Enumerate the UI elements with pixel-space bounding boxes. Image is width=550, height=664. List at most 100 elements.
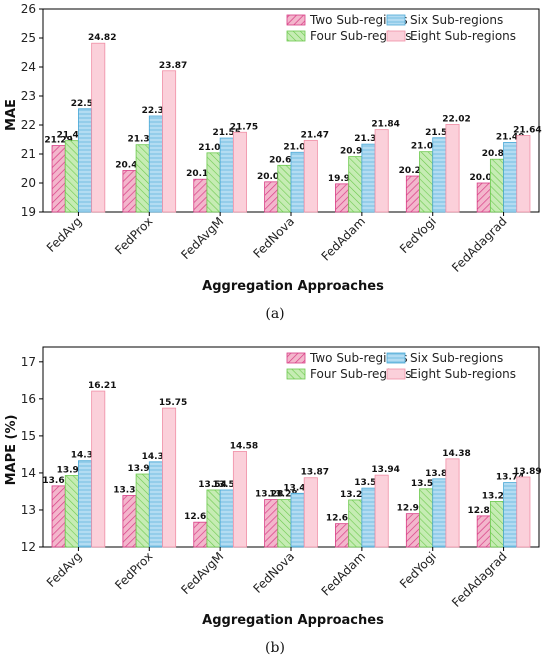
bar-eight-sub-regions [303, 139, 318, 213]
bar-two-sub-regions [122, 170, 137, 213]
legend-label: Two Sub-regions [309, 351, 408, 365]
data-label: 21.64 [513, 125, 541, 135]
data-label: 14.38 [442, 449, 470, 459]
legend-label: Eight Sub-regions [410, 367, 516, 381]
y-tick-label: 16 [21, 392, 36, 406]
legend: Two Sub-regions Four Sub-regions Six Sub-r… [286, 13, 516, 43]
data-label: 20.43 [115, 161, 143, 171]
bar-eight-sub-regions [91, 390, 106, 548]
bar-two-sub-regions [264, 499, 279, 548]
chart-a-caption: (a) [265, 306, 284, 322]
bar-six-sub-regions [219, 137, 234, 213]
y-tick-label: 13 [21, 503, 36, 517]
data-label: 13.45 [283, 483, 311, 493]
y-tick-label: 15 [21, 429, 36, 443]
y-tick-label: 25 [21, 31, 36, 45]
data-label: 20.91 [340, 147, 368, 157]
data-label: 14.30 [142, 452, 170, 462]
chart-b-ylabel: MAPE (%) [4, 415, 19, 486]
x-tick-label: FedNova [250, 214, 297, 261]
legend-label: Eight Sub-regions [410, 29, 516, 43]
bar-six-sub-regions [78, 460, 93, 548]
bar-eight-sub-regions [232, 451, 247, 548]
legend-swatch [386, 368, 406, 380]
legend-swatch [386, 352, 406, 364]
legend-swatch [286, 14, 306, 26]
x-tick-label: FedProx [112, 549, 155, 592]
x-tick-label: FedAdam [319, 214, 368, 263]
data-label: 12.63 [326, 514, 354, 524]
data-label: 12.67 [184, 512, 212, 522]
data-label: 21.56 [425, 128, 453, 138]
bar-four-sub-regions [135, 473, 150, 548]
legend-label: Four Sub-regions [310, 29, 412, 43]
x-tick-label: FedAdam [319, 549, 368, 598]
bar-two-sub-regions [51, 485, 66, 548]
data-label: 21.06 [283, 142, 311, 152]
data-label: 13.28 [255, 490, 283, 500]
data-label: 20.13 [186, 169, 214, 179]
data-label: 22.56 [71, 99, 99, 109]
legend-label: Two Sub-regions [309, 13, 408, 27]
data-label: 13.84 [425, 469, 453, 479]
legend-swatch [286, 368, 306, 380]
bar-eight-sub-regions [516, 476, 531, 548]
data-label: 22.31 [142, 106, 170, 116]
bar-two-sub-regions [335, 183, 350, 213]
data-label: 21.84 [371, 120, 399, 130]
bar-four-sub-regions [348, 499, 363, 548]
x-tick-label: FedYogi [397, 549, 439, 591]
data-label: 13.89 [513, 467, 541, 477]
y-tick-label: 26 [21, 2, 36, 16]
y-tick-label: 23 [21, 89, 36, 103]
bar-eight-sub-regions [91, 42, 106, 213]
bar-six-sub-regions [219, 489, 234, 548]
bar-four-sub-regions [64, 475, 79, 548]
x-tick-label: FedAvg [44, 549, 85, 590]
bar-two-sub-regions [122, 495, 137, 548]
x-tick-label: FedAvgM [178, 549, 226, 597]
data-label: 21.04 [198, 143, 226, 153]
bar-six-sub-regions [148, 115, 163, 213]
bar-eight-sub-regions [516, 135, 531, 213]
x-tick-label: FedAvgM [178, 214, 226, 262]
bar-four-sub-regions [277, 164, 292, 213]
data-label: 21.40 [496, 132, 524, 142]
y-tick-label: 24 [21, 60, 36, 74]
legend-label: Six Sub-regions [410, 13, 503, 27]
data-label: 16.21 [88, 381, 116, 391]
bar-two-sub-regions [335, 523, 350, 548]
data-label: 13.23 [482, 491, 510, 501]
data-label: 21.08 [411, 142, 439, 152]
legend-swatch [286, 30, 306, 42]
chart-b-caption: (b) [265, 640, 285, 656]
bar-eight-sub-regions [232, 131, 247, 213]
y-tick-label: 21 [21, 147, 36, 161]
bar-six-sub-regions [432, 478, 447, 548]
data-label: 13.97 [127, 464, 155, 474]
data-label: 20.82 [482, 149, 510, 159]
chart-b: MAPE (%) Aggregation Approaches (b) [4, 415, 384, 656]
bar-eight-sub-regions [445, 124, 460, 213]
bar-two-sub-regions [476, 182, 491, 213]
data-label: 20.04 [257, 172, 285, 182]
x-tick-label: FedNova [250, 549, 297, 596]
data-label: 20.00 [470, 173, 498, 183]
bar-two-sub-regions [405, 513, 420, 548]
y-tick-label: 19 [21, 205, 36, 219]
legend-swatch [386, 14, 406, 26]
legend-label: Four Sub-regions [310, 367, 412, 381]
bar-four-sub-regions [348, 156, 363, 213]
data-label: 21.29 [44, 136, 72, 146]
bar-two-sub-regions [51, 145, 66, 213]
data-label: 24.82 [88, 33, 116, 43]
bar-eight-sub-regions [162, 70, 177, 213]
bar-four-sub-regions [489, 501, 504, 548]
y-tick-label: 14 [21, 466, 36, 480]
bar-six-sub-regions [78, 108, 93, 213]
bar-six-sub-regions [361, 143, 376, 213]
data-label: 21.55 [213, 128, 241, 138]
y-tick-label: 22 [21, 118, 36, 132]
legend-label: Six Sub-regions [410, 351, 503, 365]
data-label: 19.97 [328, 174, 356, 184]
